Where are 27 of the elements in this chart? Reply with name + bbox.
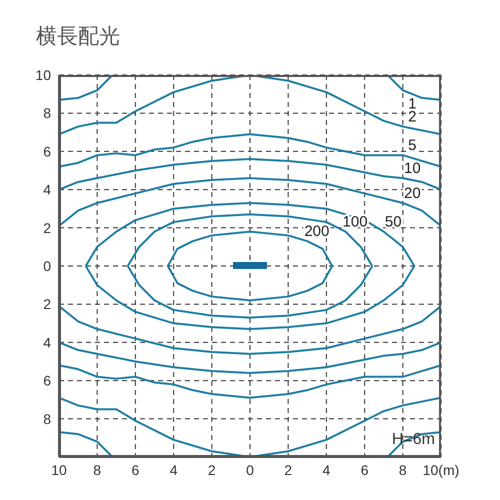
y-tick-label: 2 [43,296,52,312]
y-tick-label: 2 [43,220,52,236]
x-tick-label: 4 [322,462,330,478]
y-tick-label: 8 [43,410,52,427]
series-label: 20 [404,184,421,202]
y-tick-label: 8 [43,105,52,122]
series-label: 5 [408,137,417,154]
series-label: 100 [342,214,368,231]
x-tick-label: 6 [360,462,369,478]
x-tick-label: 0 [246,462,254,478]
y-tick-label: 4 [43,334,52,350]
y-tick-label: 0 [43,258,52,274]
y-tick-label: 10 [35,66,52,83]
y-tick-label: 6 [43,143,52,160]
x-tick-label: 6 [132,462,140,478]
x-tick-label: 10(m) [422,462,460,478]
chart-title: 横長配光 [36,24,120,50]
x-tick-label: 8 [93,462,102,478]
series-label: 10 [404,160,421,178]
x-tick-label: 8 [398,462,407,478]
x-tick-label: 4 [170,462,178,478]
x-tick-label: 2 [284,462,292,478]
y-tick-label: 4 [43,182,52,198]
x-tick-label: 2 [208,462,216,478]
y-tick-label: 6 [43,372,52,389]
series-label: 50 [384,214,402,231]
series-label: 200 [304,223,330,240]
